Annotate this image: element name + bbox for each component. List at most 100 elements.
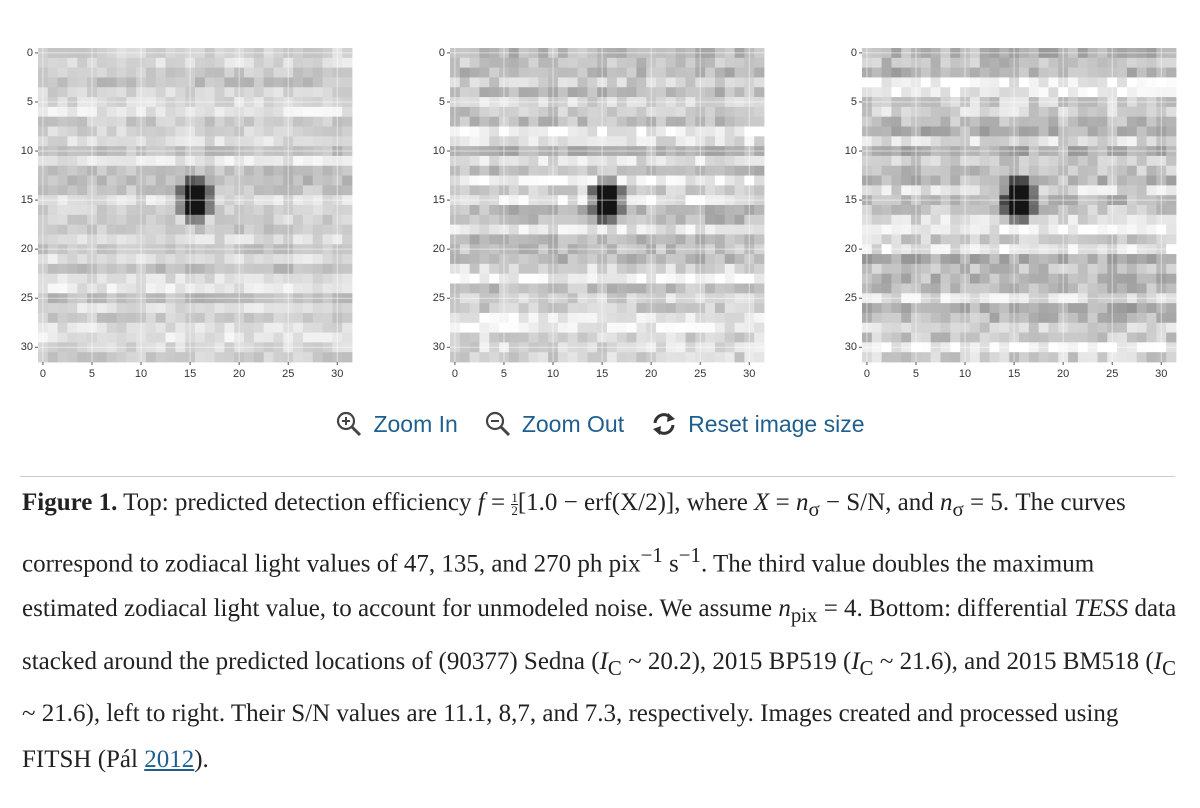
pixel	[1126, 214, 1138, 226]
pixel	[214, 332, 225, 343]
pixel	[1019, 155, 1030, 167]
pixel	[705, 185, 716, 196]
pixel	[459, 155, 471, 167]
pixel	[322, 106, 333, 118]
x-tick-label: 30	[1155, 368, 1167, 380]
zoom-in-button[interactable]: Zoom In	[335, 410, 458, 438]
math: =	[484, 489, 512, 516]
pixel	[705, 224, 716, 235]
pixel	[489, 57, 500, 69]
pixel	[1028, 273, 1040, 284]
pixel	[940, 106, 951, 118]
pixel	[224, 303, 235, 314]
pixel	[263, 185, 274, 196]
pixel	[77, 254, 88, 265]
pixel	[616, 57, 628, 69]
pixel	[1048, 234, 1059, 245]
pixel	[126, 185, 137, 196]
pixel	[705, 283, 716, 294]
zoom-out-button[interactable]: Zoom Out	[484, 410, 624, 438]
pixel	[754, 136, 765, 147]
pixel	[1028, 322, 1040, 333]
pixel	[930, 67, 941, 78]
pixel	[1136, 165, 1147, 176]
pixel	[322, 332, 333, 343]
pixel	[999, 116, 1010, 127]
pixel	[577, 273, 588, 284]
pixel	[1019, 116, 1030, 127]
pixel	[1068, 87, 1079, 98]
pixel	[528, 126, 539, 137]
pixel	[920, 205, 932, 216]
reset-label: Reset image size	[688, 410, 865, 437]
x-tick-label: 30	[743, 368, 755, 380]
pixel	[920, 155, 932, 167]
pixel	[302, 263, 314, 275]
pixel	[616, 175, 628, 186]
pixel	[1166, 322, 1177, 333]
pixel	[656, 312, 667, 324]
pixel	[175, 224, 186, 235]
pixel	[969, 106, 981, 118]
pixel	[999, 67, 1010, 78]
pixel	[656, 136, 667, 147]
pixel	[77, 165, 88, 176]
pixel	[675, 332, 686, 343]
pixel	[518, 175, 529, 186]
pixel	[1068, 185, 1079, 196]
pixel	[1048, 165, 1059, 176]
pixel	[1126, 205, 1138, 216]
pixel	[607, 136, 618, 147]
pixel	[901, 205, 912, 216]
pixel	[1028, 87, 1040, 98]
pixel	[126, 263, 137, 275]
pixel	[969, 352, 981, 363]
pixel	[587, 57, 598, 69]
pixel	[1126, 224, 1138, 235]
pixel	[685, 234, 696, 245]
pixel	[175, 312, 186, 324]
pixel	[489, 283, 500, 294]
pixel	[1077, 57, 1089, 69]
pixel	[705, 332, 716, 343]
pixel	[116, 303, 127, 314]
pixel	[714, 126, 726, 137]
pixel	[528, 352, 539, 363]
pixel	[656, 332, 667, 343]
pixel	[1117, 205, 1128, 216]
pixel	[214, 57, 225, 69]
pixel	[989, 322, 1000, 333]
pixel	[989, 126, 1000, 137]
pixel	[881, 303, 892, 314]
pixel	[479, 214, 490, 226]
pixel	[714, 77, 726, 88]
pixel	[1126, 263, 1138, 275]
pixel	[155, 352, 166, 363]
pixel	[293, 263, 304, 275]
pixel	[724, 136, 735, 147]
pixel	[106, 224, 117, 235]
pixel	[538, 155, 549, 167]
pixel	[204, 57, 216, 69]
pixel	[67, 303, 78, 314]
pixel	[1166, 136, 1177, 147]
pixel	[979, 106, 990, 118]
pixel	[685, 224, 696, 235]
pixel	[224, 57, 235, 69]
pixel	[165, 77, 176, 88]
pixel	[479, 155, 490, 167]
reset-button[interactable]: Reset image size	[650, 410, 865, 438]
pixel	[1097, 185, 1108, 196]
pixel	[940, 77, 951, 88]
pixel	[312, 234, 323, 245]
pixel	[67, 116, 78, 127]
pixel	[577, 332, 588, 343]
reference-link[interactable]: 2012	[144, 745, 195, 773]
pixel	[204, 283, 216, 294]
pixel	[979, 332, 990, 343]
pixel	[675, 283, 686, 294]
pixel	[224, 136, 235, 147]
pixel	[145, 214, 157, 226]
pixel	[1087, 126, 1098, 137]
